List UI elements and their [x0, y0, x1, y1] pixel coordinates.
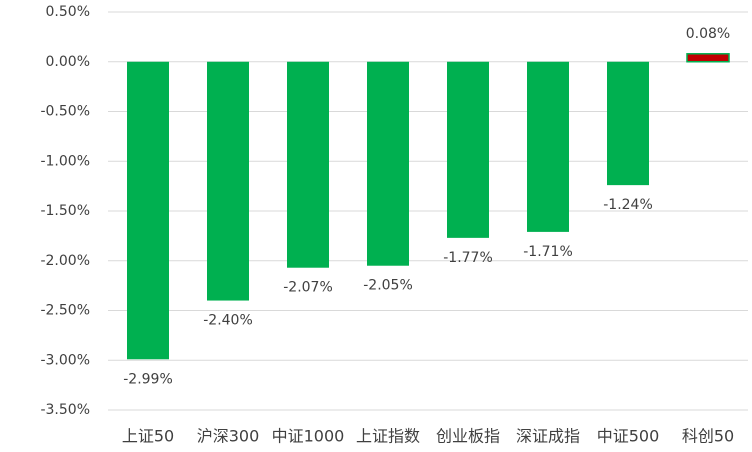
x-tick-label: 深证成指: [516, 427, 580, 446]
x-tick-label: 上证指数: [356, 427, 420, 446]
value-label: -2.40%: [203, 313, 253, 329]
bar: [127, 61, 169, 360]
x-tick-label: 上证50: [122, 427, 174, 446]
y-tick-label: 0.50%: [46, 4, 90, 20]
bar: [686, 53, 730, 63]
bar: [367, 61, 409, 266]
bar: [207, 61, 249, 301]
x-tick-label: 中证500: [597, 427, 660, 446]
y-tick-label: -1.50%: [40, 203, 90, 219]
y-tick-label: -0.50%: [40, 104, 90, 120]
x-tick-label: 创业板指: [436, 427, 500, 446]
value-label: -2.05%: [363, 278, 413, 294]
value-label: -1.71%: [523, 244, 573, 260]
value-label: -1.24%: [603, 197, 653, 213]
y-tick-label: -3.50%: [40, 402, 90, 418]
y-tick-label: 0.00%: [46, 54, 90, 70]
value-label: -1.77%: [443, 250, 493, 266]
y-tick-label: -1.00%: [40, 153, 90, 169]
y-tick-label: -3.00%: [40, 352, 90, 368]
bar: [447, 61, 489, 238]
value-label: 0.08%: [686, 26, 730, 42]
x-tick-label: 沪深300: [197, 427, 260, 446]
bar: [287, 61, 329, 268]
bar: [607, 61, 649, 186]
bar: [527, 61, 569, 232]
value-label: -2.99%: [123, 371, 173, 387]
value-label: -2.07%: [283, 280, 333, 296]
y-tick-label: -2.50%: [40, 303, 90, 319]
y-tick-label: -2.00%: [40, 253, 90, 269]
x-tick-label: 科创50: [682, 427, 734, 446]
x-tick-label: 中证1000: [272, 427, 345, 446]
